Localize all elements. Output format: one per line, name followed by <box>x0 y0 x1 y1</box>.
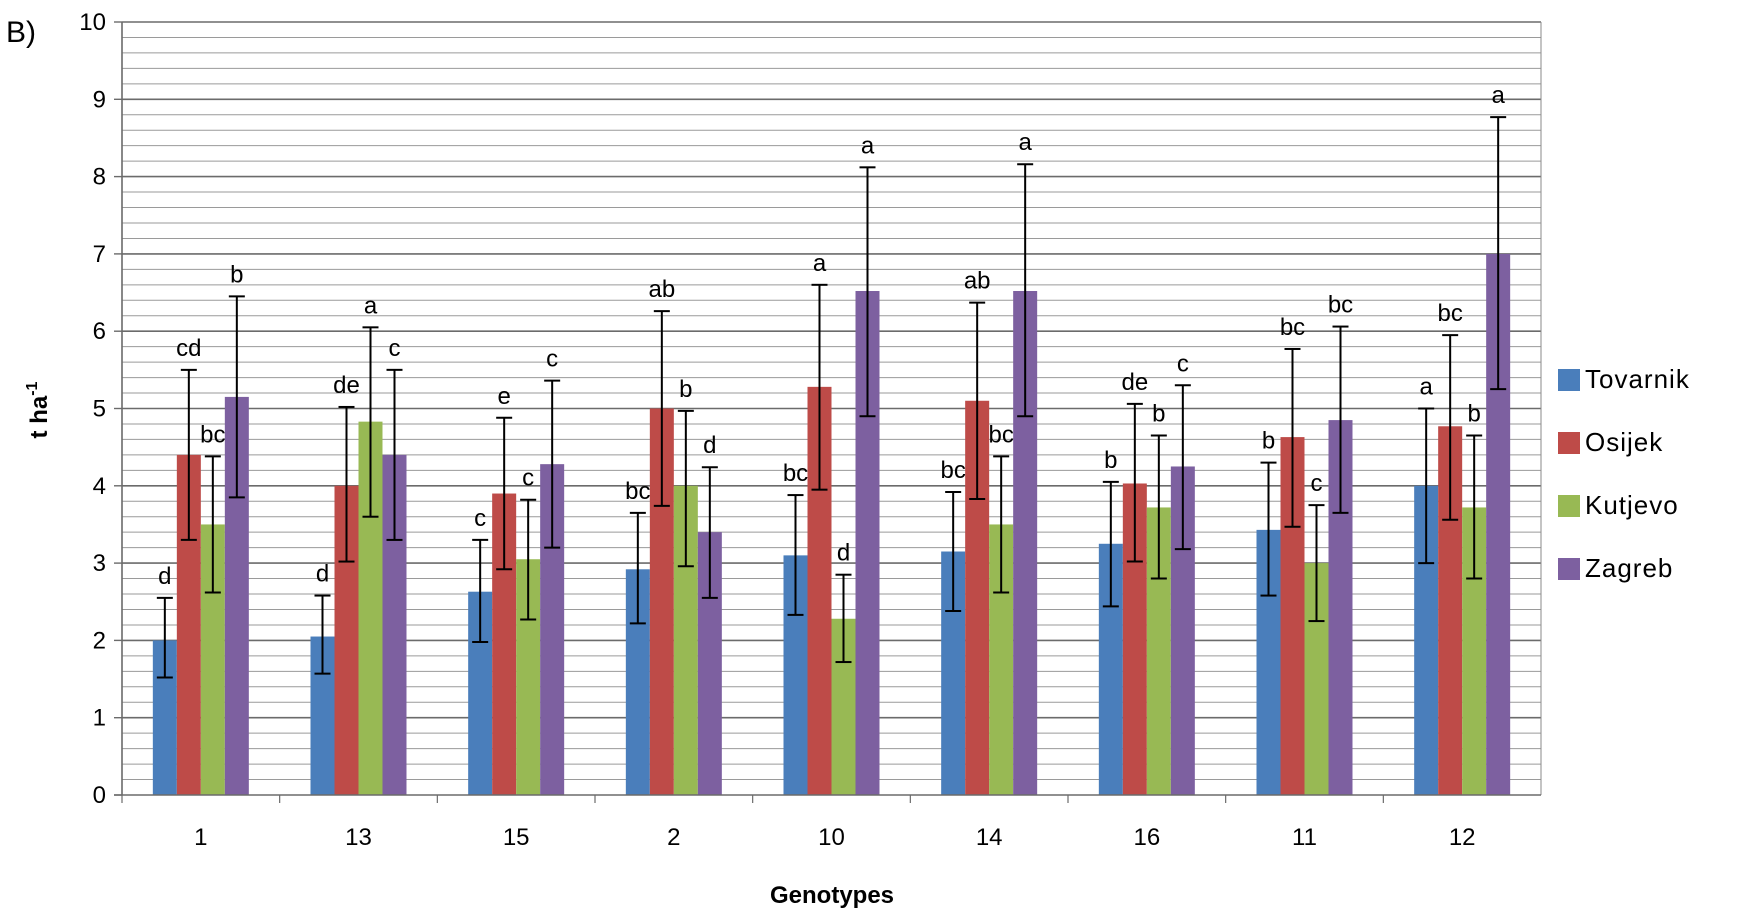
significance-letter: a <box>1491 82 1505 109</box>
significance-letter: bc <box>940 457 965 484</box>
significance-letter: d <box>837 540 850 567</box>
x-tick-label: 12 <box>1449 824 1476 851</box>
y-axis-title-main: t ha <box>26 395 53 438</box>
x-tick-label: 15 <box>503 824 530 851</box>
legend-label-kutjevo: Kutjevo <box>1585 490 1679 520</box>
y-tick-label: 3 <box>93 550 106 577</box>
y-tick-label: 7 <box>93 241 106 268</box>
significance-letter: c <box>546 346 558 373</box>
significance-letter: bc <box>625 478 650 505</box>
y-axis-title: t ha-1 <box>24 381 53 438</box>
significance-letter: b <box>230 261 243 288</box>
significance-letter: bc <box>1328 292 1353 319</box>
significance-letter: a <box>861 132 875 159</box>
y-tick-label: 6 <box>93 318 106 345</box>
legend: Tovarnik Osijek Kutjevo Zagreb <box>1558 364 1690 583</box>
legend-swatch-tovarnik <box>1558 369 1580 391</box>
significance-letter: bc <box>200 421 225 448</box>
y-tick-label: 8 <box>93 164 106 191</box>
significance-letter: a <box>1419 374 1433 401</box>
significance-letter: b <box>1467 401 1480 428</box>
x-tick-labels: 1 13 15 2 10 14 16 11 12 <box>121 795 1476 851</box>
significance-letter: e <box>497 383 510 410</box>
y-tick-label: 4 <box>93 473 106 500</box>
significance-letter: de <box>333 372 360 399</box>
panel-label: B) <box>6 16 36 49</box>
significance-letter: c <box>1311 470 1323 497</box>
x-tick-label: 13 <box>345 824 372 851</box>
significance-letter: b <box>1152 401 1165 428</box>
significance-letter: a <box>1018 129 1032 156</box>
significance-letter: c <box>389 335 401 362</box>
x-tick-label: 16 <box>1133 824 1160 851</box>
legend-label-tovarnik: Tovarnik <box>1585 364 1690 394</box>
legend-swatch-kutjevo <box>1558 495 1580 517</box>
significance-letter: c <box>474 505 486 532</box>
significance-letter: b <box>679 376 692 403</box>
y-tick-labels: 0 1 2 3 4 5 6 7 8 9 10 <box>79 9 122 809</box>
x-axis-title: Genotypes <box>770 882 894 909</box>
significance-letter: c <box>522 465 534 492</box>
significance-letter: cd <box>176 335 201 362</box>
x-tick-label: 11 <box>1292 824 1317 851</box>
y-tick-label: 9 <box>93 86 106 113</box>
bars-group <box>152 253 1511 795</box>
significance-letter: bc <box>1280 314 1305 341</box>
y-tick-label: 5 <box>93 396 106 423</box>
significance-letter: b <box>1262 428 1275 455</box>
significance-letter: d <box>158 563 171 590</box>
significance-letter: d <box>316 561 329 588</box>
legend-label-zagreb: Zagreb <box>1585 553 1673 583</box>
significance-letter: ab <box>964 268 991 295</box>
significance-letter: ab <box>648 276 675 303</box>
y-tick-label: 1 <box>93 705 106 732</box>
significance-letter: d <box>703 432 716 459</box>
significance-letter: b <box>1104 447 1117 474</box>
legend-label-osijek: Osijek <box>1585 427 1663 457</box>
y-tick-label: 0 <box>93 782 106 809</box>
significance-letter: bc <box>783 460 808 487</box>
legend-swatch-osijek <box>1558 432 1580 454</box>
significance-letter: de <box>1121 369 1148 396</box>
y-tick-label: 10 <box>79 9 106 36</box>
legend-swatch-zagreb <box>1558 558 1580 580</box>
significance-letter: a <box>813 250 827 277</box>
significance-letter: c <box>1177 350 1189 377</box>
x-tick-label: 14 <box>976 824 1003 851</box>
x-tick-label: 2 <box>667 824 680 851</box>
y-tick-label: 2 <box>93 627 106 654</box>
x-tick-label: 10 <box>818 824 845 851</box>
error-bars-group <box>156 116 1507 679</box>
y-axis-title-superscript: -1 <box>24 381 41 395</box>
significance-letter: a <box>364 292 378 319</box>
significance-letter: bc <box>988 421 1013 448</box>
significance-letter: bc <box>1437 300 1462 327</box>
x-tick-label: 1 <box>194 824 207 851</box>
